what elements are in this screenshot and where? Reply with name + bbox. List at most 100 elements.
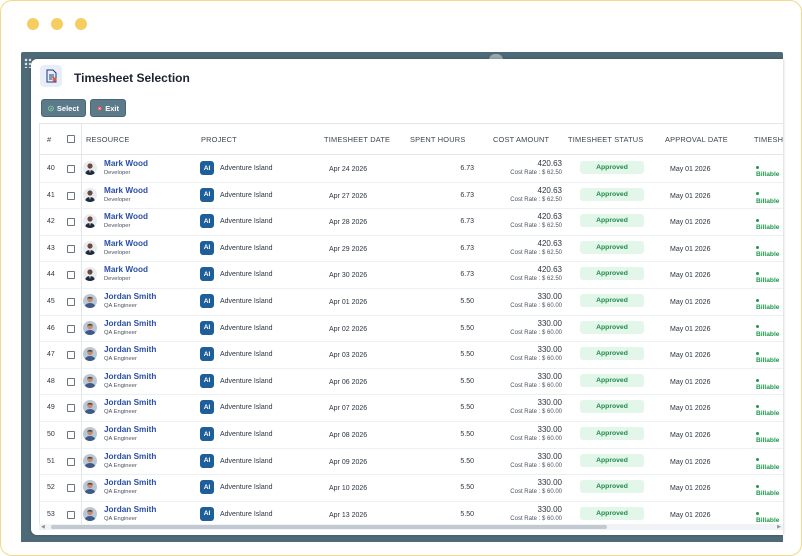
column-header-timesheet-status[interactable]: TIMESHEET STATUS <box>568 135 644 144</box>
spent-hours: 5.50 <box>460 510 474 518</box>
row-checkbox[interactable] <box>67 298 75 306</box>
row-checkbox[interactable] <box>67 484 75 493</box>
scrollbar-thumb[interactable] <box>51 525 607 529</box>
resource-name[interactable]: Jordan Smith <box>104 504 157 514</box>
resource-name[interactable]: Jordan Smith <box>104 451 157 461</box>
approval-date: May 01 2026 <box>670 166 711 173</box>
row-checkbox[interactable] <box>67 457 75 466</box>
approval-date: May 01 2026 <box>670 192 711 200</box>
close-dot-icon[interactable] <box>27 18 39 30</box>
column-header-approval-date[interactable]: APPROVAL DATE <box>665 135 728 144</box>
row-number: 46 <box>47 324 55 332</box>
row-checkbox[interactable] <box>67 324 75 333</box>
scroll-right-icon[interactable]: ▶ <box>777 524 781 530</box>
row-checkbox[interactable] <box>67 191 75 200</box>
project-badge: AI <box>200 214 214 229</box>
cost-rate: Cost Rate : $ 60.00 <box>510 436 562 442</box>
resource-role: QA Engineer <box>104 329 137 336</box>
avatar <box>83 453 97 468</box>
row-checkbox[interactable] <box>67 351 75 360</box>
resource-name[interactable]: Mark Wood <box>104 238 148 248</box>
resource-name[interactable]: Jordan Smith <box>104 425 157 434</box>
cost-rate: Cost Rate : $ 60.00 <box>510 462 562 469</box>
resource-name[interactable]: Mark Wood <box>104 159 148 168</box>
row-checkbox[interactable] <box>67 404 75 413</box>
horizontal-scrollbar[interactable]: ◀ ▶ <box>39 524 783 530</box>
drag-handle[interactable] <box>489 54 503 60</box>
scroll-left-icon[interactable]: ◀ <box>41 524 45 530</box>
table-row[interactable]: 44 Mark Wood Developer AI Adventure Island Ap… <box>40 261 783 289</box>
resource-role: Developer <box>104 276 131 283</box>
resource-role: QA Engineer <box>104 382 137 389</box>
table-row[interactable]: 49 Jordan Smith QA Engineer AI Adventure Isl… <box>40 394 783 422</box>
table-row[interactable]: 45 Jordan Smith QA Engineer AI Adventure Isl… <box>40 288 783 316</box>
cost-amount: 420.63 <box>537 159 562 168</box>
row-checkbox[interactable] <box>67 165 75 173</box>
table-row[interactable]: 40 Mark Wood Developer AI Adventure Island Ap… <box>40 155 783 183</box>
table-row[interactable]: 51 Jordan Smith QA Engineer AI Adventure Isl… <box>40 448 783 476</box>
column-header-timesheet-truncated[interactable]: TIMESH <box>754 135 783 144</box>
table-row[interactable]: 42 Mark Wood Developer AI Adventure Island Ap… <box>40 208 783 236</box>
column-header-project[interactable]: PROJECT <box>201 135 237 144</box>
exit-button[interactable]: Exit <box>90 99 126 117</box>
table-row[interactable]: 52 Jordan Smith QA Engineer AI Adventure Isl… <box>40 474 783 502</box>
avatar <box>83 294 97 308</box>
select-button[interactable]: Select <box>41 99 86 117</box>
row-checkbox[interactable] <box>67 218 75 227</box>
maximize-dot-icon[interactable] <box>75 18 87 30</box>
billable-badge: Billable <box>756 377 783 391</box>
resource-name[interactable]: Jordan Smith <box>104 398 157 408</box>
timesheet-date: Apr 01 2026 <box>329 299 368 306</box>
timesheet-date: Apr 30 2026 <box>329 272 368 280</box>
approval-date: May 01 2026 <box>670 378 711 386</box>
resource-name[interactable]: Jordan Smith <box>104 345 157 355</box>
table-row[interactable]: 43 Mark Wood Developer AI Adventure Island Ap… <box>40 235 783 263</box>
dialog-title: Timesheet Selection <box>74 71 190 85</box>
row-checkbox[interactable] <box>67 244 75 253</box>
column-header-cost-amount[interactable]: COST AMOUNT <box>493 135 550 144</box>
resource-role: QA Engineer <box>104 489 137 496</box>
resource-role: Developer <box>104 249 131 256</box>
approval-date: May 01 2026 <box>670 511 711 519</box>
row-checkbox[interactable] <box>67 510 75 519</box>
cost-amount: 420.63 <box>537 185 562 195</box>
table-row[interactable]: 48 Jordan Smith QA Engineer AI Adventure Isl… <box>40 368 783 396</box>
minimize-dot-icon[interactable] <box>51 18 63 30</box>
cost-rate: Cost Rate : $ 62.50 <box>510 276 562 283</box>
select-all-checkbox[interactable] <box>67 135 75 143</box>
row-checkbox[interactable] <box>67 431 75 439</box>
table-row[interactable]: 46 Jordan Smith QA Engineer AI Adventure Isl… <box>40 315 783 343</box>
column-header-timesheet-date[interactable]: TIMESHEET DATE <box>324 135 391 144</box>
column-header-resource[interactable]: RESOURCE <box>86 135 130 144</box>
resource-name[interactable]: Jordan Smith <box>104 371 157 381</box>
resource-name[interactable]: Mark Wood <box>104 212 148 222</box>
approval-date: May 01 2026 <box>670 219 711 227</box>
table-row[interactable]: 41 Mark Wood Developer AI Adventure Island Ap… <box>40 182 783 210</box>
status-badge: Approved <box>580 214 644 228</box>
resource-role: QA Engineer <box>104 356 137 363</box>
column-header-spent-hours[interactable]: SPENT HOURS <box>410 135 466 144</box>
status-badge: Approved <box>580 294 644 307</box>
resource-name[interactable]: Jordan Smith <box>104 292 157 301</box>
app-bottom-bar <box>21 537 783 542</box>
resource-name[interactable]: Jordan Smith <box>104 478 157 488</box>
resource-role: QA Engineer <box>104 303 137 309</box>
resource-name[interactable]: Mark Wood <box>104 265 148 275</box>
row-checkbox[interactable] <box>67 271 75 280</box>
project-name: Adventure Island <box>220 271 273 279</box>
cost-rate: Cost Rate : $ 60.00 <box>510 329 562 336</box>
resource-name[interactable]: Jordan Smith <box>104 318 157 328</box>
resource-role: QA Engineer <box>104 515 137 522</box>
timesheet-date: Apr 28 2026 <box>329 219 368 227</box>
row-checkbox[interactable] <box>67 377 75 386</box>
table-row[interactable]: 50 Jordan Smith QA Engineer AI Adventure Isl… <box>40 421 783 449</box>
resource-name[interactable]: Mark Wood <box>104 185 148 195</box>
spent-hours: 5.50 <box>460 351 474 359</box>
project-badge: AI <box>200 453 214 468</box>
table-row[interactable]: 53 Jordan Smith QA Engineer AI Adventure Isl… <box>40 501 783 524</box>
timesheet-date: Apr 02 2026 <box>329 325 368 333</box>
cost-rate: Cost Rate : $ 62.50 <box>510 170 562 176</box>
table-row[interactable]: 47 Jordan Smith QA Engineer AI Adventure Isl… <box>40 341 783 369</box>
row-number: 44 <box>47 271 55 279</box>
resource-role: QA Engineer <box>104 409 137 416</box>
